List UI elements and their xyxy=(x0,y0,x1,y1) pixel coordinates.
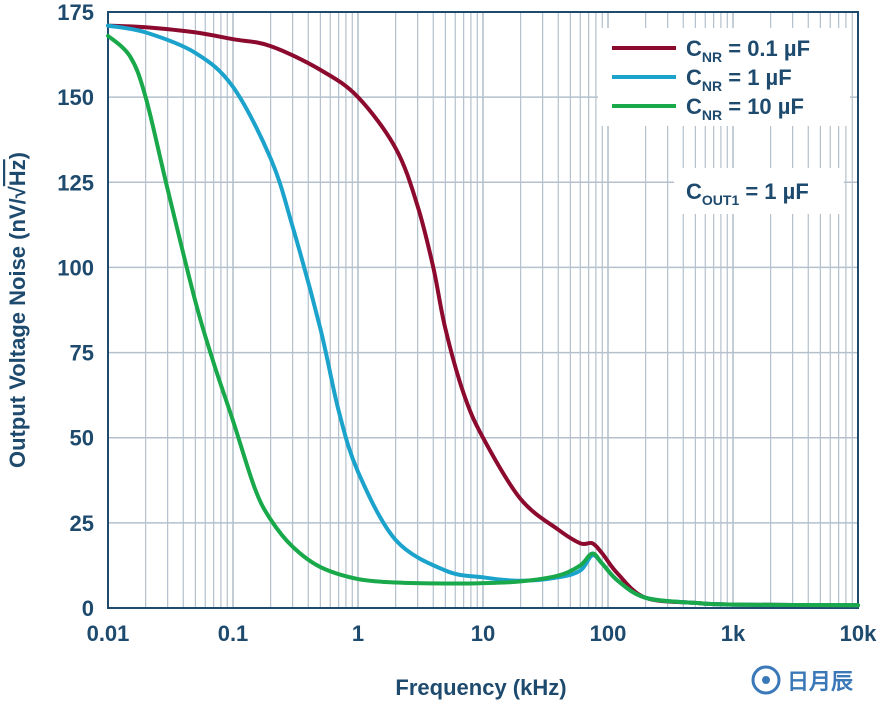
y-tick-label: 75 xyxy=(70,341,94,366)
series-layer xyxy=(106,23,860,608)
legend: CNR = 0.1 µF CNR = 1 µF CNR = 10 µF xyxy=(598,28,850,126)
x-tick-label: 10k xyxy=(840,621,877,646)
legend-label-cnr-1uf: CNR = 1 µF xyxy=(686,65,792,94)
watermark-text: 日月辰 xyxy=(787,670,853,695)
x-tick-label: 1 xyxy=(352,621,364,646)
tick-labels: 0 25 50 75 100 125 150 175 0.01 0.1 1 10 100 1k 10k xyxy=(57,0,877,646)
legend-label-cnr-10uf: CNR = 10 µF xyxy=(686,94,804,123)
x-axis-title: Frequency (kHz) xyxy=(395,675,566,700)
x-tick-label: 10 xyxy=(471,621,495,646)
x-tick-label: 0.01 xyxy=(87,621,130,646)
y-axis-title-radical: √ xyxy=(5,185,30,198)
y-axis-title-close: ) xyxy=(5,152,30,159)
y-tick-label: 100 xyxy=(57,255,94,280)
series-line-2 xyxy=(106,33,860,608)
watermark-logo-icon xyxy=(751,665,781,695)
y-tick-label: 0 xyxy=(82,596,94,621)
plot-frame xyxy=(107,11,859,609)
x-tick-label: 100 xyxy=(590,621,627,646)
y-tick-label: 175 xyxy=(57,0,94,25)
cout-annotation: COUT1 = 1 µF xyxy=(674,168,844,214)
y-axis-title-radicand: Hz xyxy=(5,159,30,186)
y-axis-title: Output Voltage Noise (nV/√Hz) xyxy=(5,152,30,468)
watermark: 日月辰 xyxy=(751,665,853,695)
annotation-text: COUT1 = 1 µF xyxy=(686,179,809,208)
y-tick-label: 150 xyxy=(57,85,94,110)
annotation-box xyxy=(674,168,844,214)
y-tick-label: 125 xyxy=(57,170,94,195)
y-axis-title-main: Output Voltage Noise (nV/ xyxy=(5,198,30,468)
x-tick-label: 1k xyxy=(721,621,746,646)
y-tick-label: 25 xyxy=(70,511,94,536)
legend-label-cnr-0.1uf: CNR = 0.1 µF xyxy=(686,36,810,65)
watermark-logo-dot-icon xyxy=(762,676,770,684)
x-tick-label: 0.1 xyxy=(218,621,249,646)
y-tick-label: 50 xyxy=(70,426,94,451)
